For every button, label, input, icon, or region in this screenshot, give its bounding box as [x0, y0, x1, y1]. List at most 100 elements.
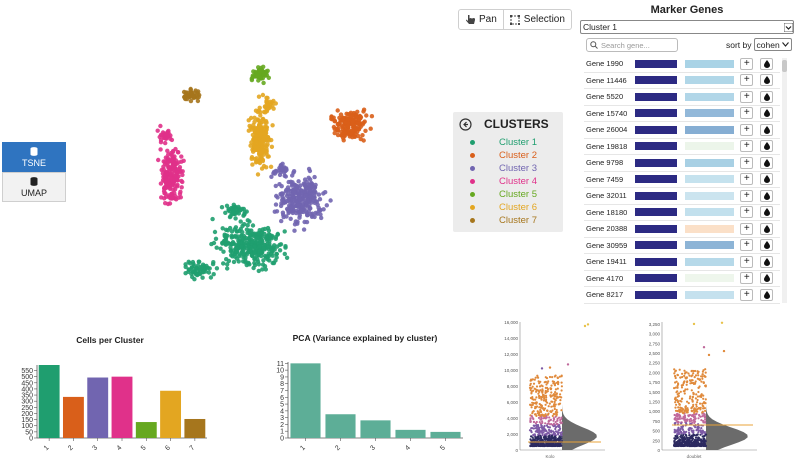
add-gene-button[interactable]: + [740, 107, 754, 120]
legend-dot [470, 140, 475, 145]
color-by-gene-button[interactable] [760, 140, 773, 153]
cell-point [312, 214, 317, 220]
umap-button[interactable]: UMAP [2, 172, 66, 202]
add-gene-button[interactable]: + [740, 156, 754, 169]
violin-point [692, 372, 695, 375]
scrollbar-thumb[interactable] [782, 60, 787, 72]
sort-select[interactable]: cohen [753, 38, 792, 51]
legend-item-cluster-5[interactable]: Cluster 5 [453, 188, 563, 201]
add-gene-button[interactable]: + [740, 90, 754, 103]
violin-point [557, 433, 560, 436]
cell-point [272, 209, 277, 214]
color-by-gene-button[interactable] [760, 173, 773, 186]
y-tick-label: 1,000 [649, 409, 661, 414]
search-icon [590, 41, 598, 49]
add-gene-button[interactable]: + [740, 123, 754, 136]
violin-point [560, 409, 563, 412]
droplet-icon [763, 142, 770, 151]
color-by-gene-button[interactable] [760, 189, 773, 202]
add-gene-button[interactable]: + [740, 288, 754, 301]
cell-point [194, 266, 200, 271]
cell-point [266, 154, 271, 159]
color-by-gene-button[interactable] [760, 239, 773, 252]
violin-point [704, 433, 708, 436]
cell-point [261, 80, 266, 86]
violin-point [700, 380, 703, 383]
add-gene-button[interactable]: + [740, 272, 754, 285]
violin-shape [562, 373, 597, 450]
legend-item-cluster-1[interactable]: Cluster 1 [453, 136, 563, 149]
add-gene-button[interactable]: + [740, 173, 754, 186]
selection-button[interactable]: Selection [502, 10, 571, 29]
legend-item-cluster-2[interactable]: Cluster 2 [453, 149, 563, 162]
color-by-gene-button[interactable] [760, 90, 773, 103]
gene-score-bar [685, 175, 735, 184]
tsne-button[interactable]: TSNE [2, 142, 66, 172]
violin-point [683, 442, 686, 445]
violin-point [704, 398, 707, 401]
color-by-gene-button[interactable] [760, 156, 773, 169]
cell-point [158, 181, 164, 186]
color-by-gene-button[interactable] [760, 255, 773, 268]
pan-button[interactable]: Pan [459, 10, 503, 29]
violin-point [545, 429, 548, 432]
cell-point [316, 192, 322, 197]
add-gene-button[interactable]: + [740, 206, 754, 219]
violin-point [676, 373, 679, 376]
violin-point [696, 440, 699, 444]
cell-point [265, 68, 270, 73]
violin-point [535, 385, 539, 388]
gene-list-scrollbar[interactable] [782, 58, 787, 303]
violin-point [701, 429, 704, 432]
legend-item-cluster-6[interactable]: Cluster 6 [453, 201, 563, 214]
pca-chart-title: PCA (Variance explained by cluster) [292, 333, 438, 343]
violin-point [676, 442, 680, 445]
violin-point [535, 405, 539, 408]
add-gene-button[interactable]: + [740, 189, 754, 202]
cell-point [256, 78, 261, 83]
legend-item-cluster-7[interactable]: Cluster 7 [453, 214, 563, 227]
cell-point [199, 265, 204, 271]
plot-toolbar: Pan Selection [458, 9, 572, 30]
add-gene-button[interactable]: + [740, 255, 754, 268]
add-gene-button[interactable]: + [740, 57, 754, 70]
cell-point [361, 109, 366, 114]
color-by-gene-button[interactable] [760, 107, 773, 120]
y-tick-label: 1,250 [649, 400, 661, 405]
add-gene-button[interactable]: + [740, 74, 754, 87]
cluster-select[interactable]: Cluster 1 [580, 20, 794, 34]
color-by-gene-button[interactable] [760, 222, 773, 235]
violin-point [679, 444, 682, 447]
legend-item-cluster-3[interactable]: Cluster 3 [453, 162, 563, 175]
cell-point [328, 198, 333, 203]
add-gene-button[interactable]: + [740, 140, 754, 153]
gene-score-bar [685, 59, 735, 68]
arrow-left-circle-icon[interactable] [459, 117, 472, 131]
color-by-gene-button[interactable] [760, 123, 773, 136]
violin-point [694, 413, 697, 416]
violin-point [551, 414, 554, 418]
cell-point [177, 191, 183, 196]
color-by-gene-button[interactable] [760, 206, 773, 219]
color-by-gene-button[interactable] [760, 57, 773, 70]
violin-point [532, 420, 535, 424]
add-gene-button[interactable]: + [740, 239, 754, 252]
violin-point [700, 419, 703, 422]
gene-name: Gene 8217 [586, 290, 624, 300]
color-by-gene-button[interactable] [760, 74, 773, 87]
plus-icon: + [743, 140, 750, 152]
cell-point [162, 185, 167, 190]
gene-search-input[interactable]: Search gene... [586, 38, 678, 52]
y-tick-label: 4,000 [507, 416, 519, 421]
violin-points [528, 374, 563, 448]
color-by-gene-button[interactable] [760, 288, 773, 301]
cell-point [360, 133, 365, 138]
add-gene-button[interactable]: + [740, 222, 754, 235]
violin-point [545, 433, 548, 436]
cell-point [255, 172, 261, 177]
legend-item-cluster-4[interactable]: Cluster 4 [453, 175, 563, 188]
color-by-gene-button[interactable] [760, 272, 773, 285]
y-tick-label: 300 [21, 399, 33, 406]
violin-point [674, 381, 677, 384]
tsne-scatter-plot[interactable] [110, 50, 400, 300]
